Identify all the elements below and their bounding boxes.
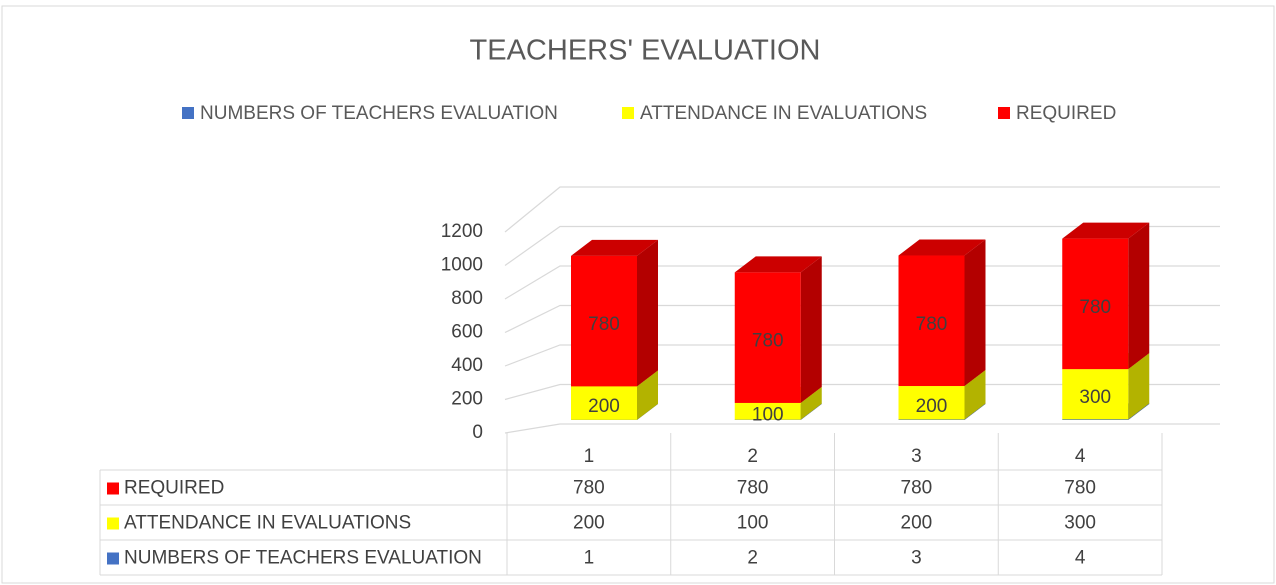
bar-side <box>1128 222 1150 370</box>
legend-swatch <box>622 107 634 119</box>
bar-top <box>1062 222 1150 239</box>
data-label: 200 <box>588 396 620 417</box>
data-label: 780 <box>588 314 620 335</box>
bar <box>898 255 965 387</box>
y-tick-label: 1000 <box>441 255 483 276</box>
y-tick-label: 400 <box>451 355 483 376</box>
bar <box>1062 419 1129 420</box>
table-cell: 200 <box>901 513 933 534</box>
legend-label: ATTENDANCE IN EVALUATIONS <box>640 103 927 124</box>
y-tick-label: 800 <box>451 288 483 309</box>
bar-side <box>637 370 658 420</box>
table-cell: 1 <box>584 548 595 569</box>
grid-line <box>504 225 1220 266</box>
table-cell: 780 <box>1064 478 1096 499</box>
table-cell: 3 <box>911 548 922 569</box>
table-cell: 780 <box>737 478 769 499</box>
x-tick-label: 1 <box>584 446 595 467</box>
table-row-label: REQUIRED <box>124 478 224 499</box>
bar <box>898 419 965 420</box>
bar-side <box>637 403 658 420</box>
table-cell: 4 <box>1075 548 1086 569</box>
table-cell: 200 <box>573 513 605 534</box>
legend-swatch <box>998 107 1010 119</box>
bar-top <box>898 239 986 256</box>
data-label: 200 <box>916 396 948 417</box>
table-cell: 780 <box>573 478 605 499</box>
bar-side <box>800 386 822 420</box>
y-tick-label: 0 <box>472 422 483 443</box>
legend-swatch <box>182 107 194 119</box>
bar <box>734 402 801 420</box>
y-tick-label: 200 <box>451 389 483 410</box>
y-tick-label: 600 <box>451 322 483 343</box>
grid-line <box>504 186 1220 233</box>
legend-label: REQUIRED <box>1016 103 1116 124</box>
table-cell: 780 <box>901 478 933 499</box>
table-swatch <box>107 552 119 565</box>
table-row-label: NUMBERS OF TEACHERS EVALUATION <box>124 548 482 569</box>
x-tick-label: 4 <box>1075 446 1086 467</box>
data-label: 300 <box>1079 387 1111 408</box>
grid-line <box>504 265 1220 300</box>
data-label: 100 <box>752 404 784 425</box>
x-tick-label: 2 <box>747 446 758 467</box>
bar-side <box>637 239 658 387</box>
bar <box>571 255 637 387</box>
data-label: 780 <box>916 314 948 335</box>
x-tick-label: 3 <box>911 446 922 467</box>
data-label: 780 <box>752 331 784 352</box>
bar-top <box>571 239 658 256</box>
bar <box>734 272 801 403</box>
table-cell: 100 <box>737 513 769 534</box>
bar-side <box>1128 403 1150 420</box>
grid-line <box>504 383 1220 401</box>
data-label: 780 <box>1079 297 1111 318</box>
bar-side <box>800 256 822 403</box>
bar <box>1062 369 1129 420</box>
bar-side <box>964 370 986 420</box>
bar-side <box>964 239 986 387</box>
bar-side <box>800 403 822 420</box>
bar-side <box>1128 353 1150 420</box>
table-cell: 2 <box>747 548 758 569</box>
legend-label: NUMBERS OF TEACHERS EVALUATION <box>200 103 558 124</box>
grid-line <box>504 304 1220 334</box>
grid-line <box>504 423 1220 434</box>
grid-line <box>504 344 1220 367</box>
table-swatch <box>107 517 119 530</box>
table-cell: 300 <box>1064 513 1096 534</box>
bar <box>1062 238 1129 370</box>
y-tick-label: 1200 <box>441 221 483 242</box>
bar-side <box>964 403 986 420</box>
bar <box>571 386 637 420</box>
table-swatch <box>107 482 119 495</box>
bar <box>898 386 965 420</box>
table-row-label: ATTENDANCE IN EVALUATIONS <box>124 513 411 534</box>
chart-title: TEACHERS' EVALUATION <box>470 35 821 67</box>
bar-top <box>734 256 822 273</box>
